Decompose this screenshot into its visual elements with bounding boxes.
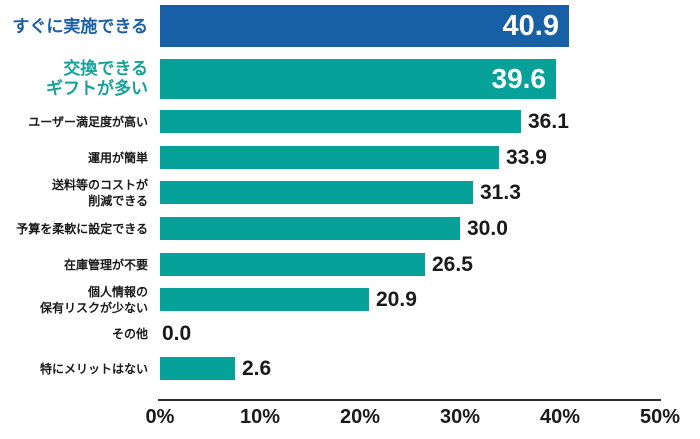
value-label: 40.9 — [502, 9, 559, 42]
value-label: 30.0 — [467, 216, 508, 240]
chart-row: 運用が簡単 33.9 — [0, 146, 700, 169]
x-axis-tick: 40% — [539, 406, 581, 428]
bar-chart: すぐに実施できる 40.9 交換できる ギフトが多い 39.6 ユーザー満足度が高… — [0, 5, 700, 439]
category-label: 運用が簡単 — [0, 150, 148, 166]
bar: 39.6 — [160, 59, 556, 99]
category-label: 予算を柔軟に設定できる — [0, 221, 148, 237]
chart-row: すぐに実施できる 40.9 — [0, 5, 700, 47]
category-label: 個人情報の 保有リスクが少ない — [0, 284, 148, 316]
category-label-line: ユーザー満足度が高い — [28, 114, 148, 129]
bar-track: 0.0 — [160, 322, 700, 345]
bar — [160, 146, 499, 169]
bar — [160, 288, 369, 311]
category-label: 特にメリットはない — [0, 361, 148, 377]
value-label: 20.9 — [376, 287, 417, 311]
chart-row: 送料等のコストが 削減できる 31.3 — [0, 178, 700, 208]
chart-row: 予算を柔軟に設定できる 30.0 — [0, 217, 700, 240]
bar — [160, 253, 425, 276]
chart-row: 個人情報の 保有リスクが少ない 20.9 — [0, 285, 700, 315]
category-label: 送料等のコストが 削減できる — [0, 177, 148, 209]
category-label-line: 特にメリットはない — [39, 361, 148, 376]
bar-track: 30.0 — [160, 217, 700, 240]
category-label-line: 削減できる — [88, 193, 148, 208]
category-label-line: 在庫管理が不要 — [63, 257, 148, 272]
category-label-line: 保有リスクが少ない — [39, 300, 148, 315]
category-label-line: 送料等のコストが — [51, 177, 148, 192]
value-label: 36.1 — [528, 109, 569, 133]
chart-row: ユーザー満足度が高い 36.1 — [0, 110, 700, 133]
x-axis-tick: 20% — [339, 406, 381, 428]
category-label-line: ギフトが多い — [46, 79, 148, 98]
value-label: 33.9 — [506, 145, 547, 169]
category-label-line: その他 — [111, 326, 148, 341]
category-label: 交換できる ギフトが多い — [0, 59, 148, 99]
x-axis-tick: 30% — [439, 406, 481, 428]
bar-track: 2.6 — [160, 357, 700, 380]
x-axis-tick: 0% — [145, 406, 175, 428]
value-label: 26.5 — [432, 252, 473, 276]
chart-row: 交換できる ギフトが多い 39.6 — [0, 59, 700, 99]
chart-rows: すぐに実施できる 40.9 交換できる ギフトが多い 39.6 ユーザー満足度が高… — [0, 5, 700, 380]
category-label-line: すぐに実施できる — [12, 16, 148, 36]
category-label: すぐに実施できる — [0, 16, 148, 37]
category-label-line: 運用が簡単 — [87, 150, 148, 165]
bar-track: 26.5 — [160, 253, 700, 276]
x-axis-tick: 10% — [239, 406, 281, 428]
category-label-line: 交換できる — [63, 59, 148, 78]
bar — [160, 357, 235, 380]
value-label: 31.3 — [480, 180, 521, 204]
category-label-line: 個人情報の — [87, 284, 148, 299]
value-label: 39.6 — [491, 63, 547, 94]
chart-row: 特にメリットはない 2.6 — [0, 357, 700, 380]
chart-row: 在庫管理が不要 26.5 — [0, 253, 700, 276]
category-label: ユーザー満足度が高い — [0, 114, 148, 130]
bar-track: 39.6 — [160, 59, 700, 99]
bar — [160, 181, 473, 204]
bar-track: 31.3 — [160, 181, 700, 204]
value-label: 0.0 — [162, 321, 192, 345]
category-label-line: 予算を柔軟に設定できる — [16, 221, 148, 236]
category-label: 在庫管理が不要 — [0, 257, 148, 273]
bar — [160, 110, 521, 133]
bar-track: 36.1 — [160, 110, 700, 133]
bar-track: 40.9 — [160, 5, 700, 47]
chart-row: その他 0.0 — [0, 322, 700, 345]
bar-track: 20.9 — [160, 288, 700, 311]
bar-track: 33.9 — [160, 146, 700, 169]
bar — [160, 217, 460, 240]
category-label: その他 — [0, 326, 148, 342]
value-label: 2.6 — [242, 356, 272, 380]
x-axis-ticks: 0% 10% 20% 30% 40% 50% — [146, 405, 700, 433]
x-axis-tick: 50% — [639, 406, 681, 428]
x-axis-line — [158, 399, 661, 401]
bar: 40.9 — [160, 5, 569, 47]
